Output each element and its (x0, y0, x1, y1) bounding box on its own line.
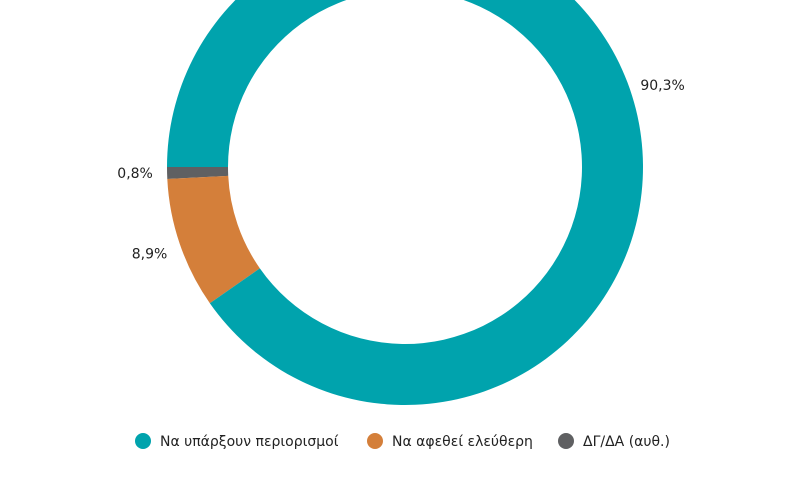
legend-marker (135, 433, 151, 449)
legend-label: ΔΓ/ΔΑ (αυθ.) (583, 434, 670, 450)
donut-segment (167, 167, 229, 179)
data-label: 90,3% (640, 78, 684, 94)
data-label: 8,9% (132, 246, 168, 262)
legend-marker (367, 433, 383, 449)
donut-segment (167, 0, 643, 406)
legend-label: Να υπάρξουν περιορισμοί (160, 434, 339, 450)
legend-label: Να αφεθεί ελεύθερη (392, 434, 533, 450)
donut-segment (167, 175, 260, 304)
data-label: 0,8% (117, 166, 153, 182)
legend-marker (558, 433, 574, 449)
